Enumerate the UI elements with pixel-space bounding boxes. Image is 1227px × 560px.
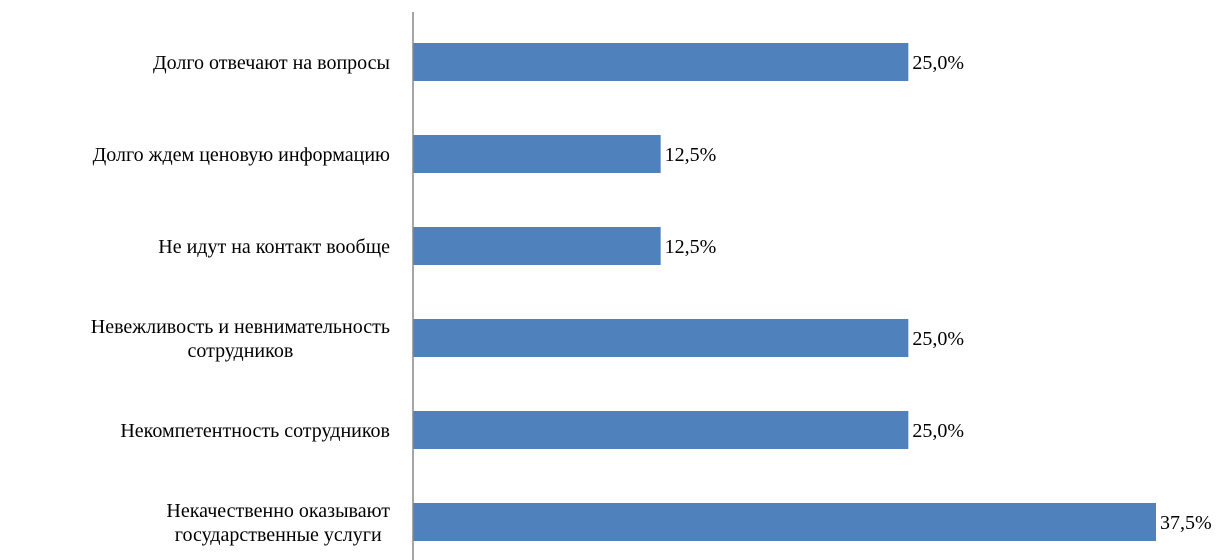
category-label-1: Долго ждем ценовую информацию (93, 144, 390, 166)
bar-2 (413, 227, 661, 265)
data-label-1: 12,5% (665, 144, 717, 166)
bar-1 (413, 135, 661, 173)
category-label-line: Не идут на контакт вообще (158, 236, 390, 258)
category-label-5: Некачественно оказывают государственные у… (166, 500, 390, 546)
category-label-4: Некомпетентность сотрудников (120, 420, 390, 442)
category-label-0: Долго отвечают на вопросы (153, 52, 390, 74)
data-label-3: 25,0% (912, 328, 964, 350)
category-label-line: Некомпетентность сотрудников (120, 420, 390, 442)
category-label-line: Некачественно оказывают (166, 500, 390, 522)
category-label-2: Не идут на контакт вообще (158, 236, 390, 258)
category-label-line: Невежливость и невнимательность (91, 316, 390, 338)
category-label-line: сотрудников (187, 340, 293, 362)
category-label-line: Долго ждем ценовую информацию (93, 144, 390, 166)
category-label-line: Долго отвечают на вопросы (153, 52, 390, 74)
data-label-4: 25,0% (912, 420, 964, 442)
category-label-3: Невежливость и невнимательность сотрудник… (91, 316, 390, 362)
bar-5 (413, 503, 1156, 541)
data-label-5: 37,5% (1160, 512, 1212, 534)
bar-0 (413, 43, 909, 81)
bar-4 (413, 411, 909, 449)
bar-3 (413, 319, 909, 357)
bars-group (413, 43, 1156, 541)
category-labels: Долго отвечают на вопросы Долго ждем цено… (91, 52, 391, 546)
data-label-2: 12,5% (665, 236, 717, 258)
data-labels: 25,0% 12,5% 12,5% 25,0% 25,0% 37,5% (665, 52, 1212, 534)
category-label-line: государственные услуги (175, 524, 382, 546)
data-label-0: 25,0% (912, 52, 964, 74)
